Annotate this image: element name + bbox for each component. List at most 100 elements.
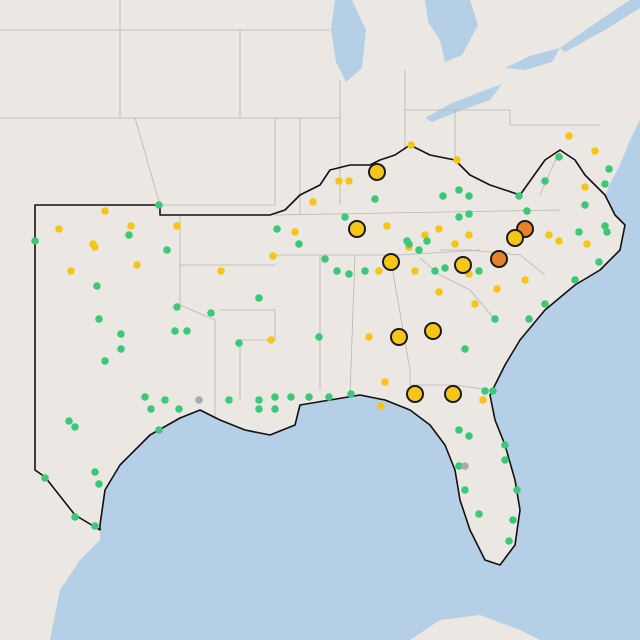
station-marker[interactable]: [287, 393, 295, 401]
station-marker[interactable]: [475, 267, 483, 275]
station-marker[interactable]: [581, 201, 589, 209]
station-marker[interactable]: [155, 201, 163, 209]
station-marker[interactable]: [601, 180, 609, 188]
station-marker[interactable]: [541, 300, 549, 308]
station-marker[interactable]: [541, 177, 549, 185]
station-marker[interactable]: [465, 231, 473, 239]
station-marker[interactable]: [67, 267, 75, 275]
station-marker[interactable]: [455, 426, 463, 434]
station-marker[interactable]: [493, 285, 501, 293]
station-marker[interactable]: [95, 315, 103, 323]
station-marker[interactable]: [41, 474, 49, 482]
station-marker[interactable]: [315, 333, 323, 341]
station-marker[interactable]: [117, 345, 125, 353]
station-marker[interactable]: [91, 243, 99, 251]
station-marker[interactable]: [161, 396, 169, 404]
station-marker[interactable]: [333, 267, 341, 275]
station-marker[interactable]: [371, 195, 379, 203]
station-marker[interactable]: [435, 288, 443, 296]
station-marker[interactable]: [133, 261, 141, 269]
station-marker[interactable]: [175, 405, 183, 413]
station-marker[interactable]: [365, 333, 373, 341]
station-marker[interactable]: [345, 270, 353, 278]
station-marker[interactable]: [461, 345, 469, 353]
station-marker[interactable]: [173, 303, 181, 311]
station-marker[interactable]: [31, 237, 39, 245]
station-marker[interactable]: [341, 213, 349, 221]
station-marker[interactable]: [225, 396, 233, 404]
station-marker[interactable]: [465, 192, 473, 200]
station-marker[interactable]: [471, 300, 479, 308]
station-marker[interactable]: [509, 516, 517, 524]
station-marker[interactable]: [255, 294, 263, 302]
station-marker[interactable]: [461, 486, 469, 494]
station-marker[interactable]: [368, 163, 386, 181]
station-marker[interactable]: [325, 393, 333, 401]
station-marker[interactable]: [491, 315, 499, 323]
station-marker[interactable]: [195, 396, 203, 404]
station-marker[interactable]: [305, 393, 313, 401]
station-marker[interactable]: [91, 522, 99, 530]
station-marker[interactable]: [291, 228, 299, 236]
station-marker[interactable]: [501, 456, 509, 464]
station-marker[interactable]: [571, 276, 579, 284]
station-marker[interactable]: [207, 309, 215, 317]
station-marker[interactable]: [255, 396, 263, 404]
station-marker[interactable]: [444, 385, 462, 403]
station-marker[interactable]: [581, 183, 589, 191]
station-marker[interactable]: [555, 153, 563, 161]
station-marker[interactable]: [141, 393, 149, 401]
station-marker[interactable]: [407, 141, 415, 149]
station-marker[interactable]: [347, 390, 355, 398]
station-marker[interactable]: [435, 225, 443, 233]
station-marker[interactable]: [461, 462, 469, 470]
station-marker[interactable]: [583, 240, 591, 248]
station-marker[interactable]: [479, 396, 487, 404]
station-marker[interactable]: [525, 315, 533, 323]
station-marker[interactable]: [455, 462, 463, 470]
station-marker[interactable]: [591, 147, 599, 155]
station-marker[interactable]: [273, 225, 281, 233]
station-marker[interactable]: [455, 186, 463, 194]
station-marker[interactable]: [155, 426, 163, 434]
station-marker[interactable]: [117, 330, 125, 338]
station-marker[interactable]: [295, 240, 303, 248]
station-marker[interactable]: [335, 177, 343, 185]
station-marker[interactable]: [523, 207, 531, 215]
station-marker[interactable]: [269, 252, 277, 260]
station-marker[interactable]: [411, 267, 419, 275]
station-marker[interactable]: [439, 192, 447, 200]
station-marker[interactable]: [505, 537, 513, 545]
station-marker[interactable]: [390, 328, 408, 346]
station-marker[interactable]: [381, 378, 389, 386]
station-marker[interactable]: [101, 357, 109, 365]
station-marker[interactable]: [481, 387, 489, 395]
station-marker[interactable]: [255, 405, 263, 413]
station-marker[interactable]: [501, 441, 509, 449]
station-marker[interactable]: [421, 231, 429, 239]
station-marker[interactable]: [405, 240, 413, 248]
station-marker[interactable]: [55, 225, 63, 233]
station-marker[interactable]: [348, 220, 366, 238]
station-marker[interactable]: [171, 327, 179, 335]
station-marker[interactable]: [515, 192, 523, 200]
station-marker[interactable]: [475, 510, 483, 518]
station-marker[interactable]: [605, 165, 613, 173]
station-marker[interactable]: [465, 432, 473, 440]
station-marker[interactable]: [455, 213, 463, 221]
station-marker[interactable]: [71, 513, 79, 521]
station-marker[interactable]: [431, 267, 439, 275]
station-marker[interactable]: [441, 264, 449, 272]
station-marker[interactable]: [127, 222, 135, 230]
station-marker[interactable]: [383, 222, 391, 230]
station-marker[interactable]: [125, 231, 133, 239]
station-marker[interactable]: [595, 258, 603, 266]
station-marker[interactable]: [93, 282, 101, 290]
station-marker[interactable]: [575, 228, 583, 236]
station-marker[interactable]: [217, 267, 225, 275]
station-marker[interactable]: [375, 267, 383, 275]
station-marker[interactable]: [603, 228, 611, 236]
station-marker[interactable]: [555, 237, 563, 245]
station-marker[interactable]: [271, 405, 279, 413]
station-marker[interactable]: [377, 402, 385, 410]
